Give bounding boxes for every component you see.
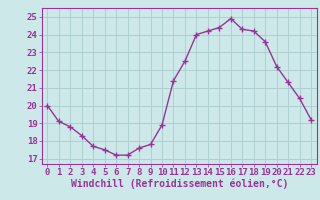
- X-axis label: Windchill (Refroidissement éolien,°C): Windchill (Refroidissement éolien,°C): [70, 179, 288, 189]
